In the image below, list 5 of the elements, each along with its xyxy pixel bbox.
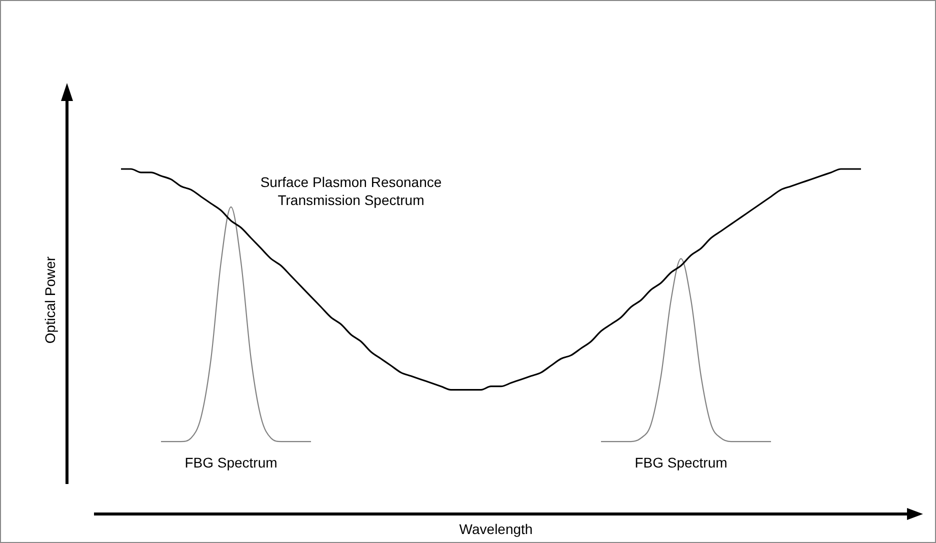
x-axis-title: Wavelength	[459, 520, 533, 537]
series-label: FBG Spectrum	[634, 454, 728, 470]
series-label: Surface Plasmon Resonance Transmission Spectrum	[260, 174, 442, 208]
y-axis-title: Optical Power	[42, 256, 58, 344]
series-label: FBG Spectrum	[184, 454, 278, 470]
